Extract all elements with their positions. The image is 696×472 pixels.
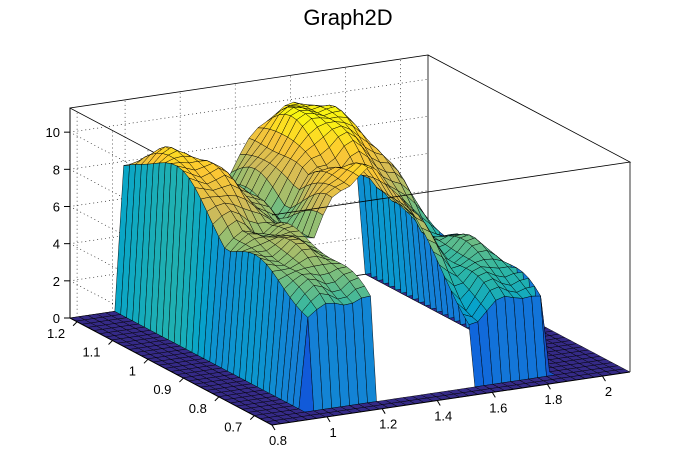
y-tick: [108, 340, 113, 345]
x-tick: [602, 375, 606, 382]
top-edge: [271, 54, 632, 216]
y-tick: [143, 358, 149, 364]
chart-title: Graph2D: [303, 5, 393, 30]
y-tick-label: 1.2: [47, 326, 65, 341]
x-tick-label: 1.6: [489, 400, 507, 415]
x-tick: [491, 392, 496, 398]
x-tick-label: 1: [329, 425, 336, 440]
x-tick-label: 0.8: [269, 433, 287, 448]
x-tick: [326, 416, 331, 423]
x-tick-label: 1.8: [544, 392, 562, 407]
z-tick-label: 10: [46, 125, 60, 140]
y-tick-label: 0.9: [153, 382, 171, 397]
x-tick-label: 2: [605, 384, 612, 399]
x-tick: [381, 408, 386, 414]
y-axis-line: [69, 317, 273, 426]
y-tick: [72, 321, 78, 327]
z-tick-label: 2: [53, 274, 60, 289]
z-tick-label: 8: [53, 162, 60, 177]
x-tick: [271, 424, 276, 431]
x-tick: [546, 383, 551, 390]
z-tick-label: 4: [53, 237, 60, 252]
y-tick: [179, 377, 184, 383]
y-tick-label: 1.1: [82, 345, 100, 360]
x-tick-label: 1.2: [379, 417, 397, 432]
y-tick-label: 1: [129, 363, 136, 378]
x-axis-line: [271, 371, 631, 426]
x-tick: [436, 400, 441, 406]
y-tick: [249, 415, 255, 420]
z-tick-label: 6: [53, 199, 60, 214]
y-tick-label: 0.7: [224, 420, 242, 435]
z-tick-label: 0: [53, 311, 60, 326]
y-tick: [214, 396, 220, 402]
y-tick-label: 0.8: [189, 401, 207, 416]
x-tick-label: 1.4: [434, 409, 452, 424]
